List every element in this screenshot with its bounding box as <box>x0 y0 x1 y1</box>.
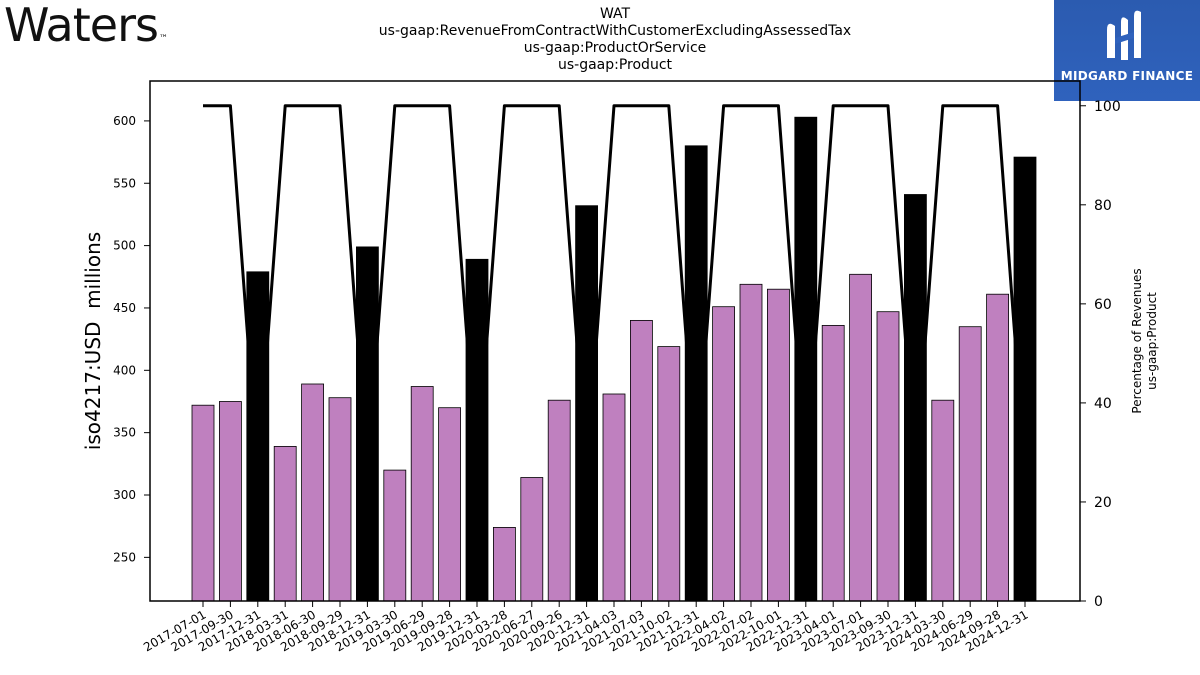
logo-trademark: ™ <box>158 34 168 44</box>
bar-2020-03-28 <box>492 527 516 602</box>
bar-2018-03-31 <box>273 445 297 602</box>
bar-2024-09-28 <box>986 293 1009 602</box>
title-line-3: us-gaap:ProductOrService <box>523 40 707 56</box>
bar-2022-07-02 <box>739 283 763 602</box>
title-line-4: us-gaap:Product <box>557 57 673 73</box>
bar-2024-03-30 <box>931 399 955 602</box>
y2-axis-label-line-1: Percentage of Revenues <box>1130 268 1144 413</box>
y-tick-label-600: 600 <box>113 114 136 128</box>
bar-2021-07-03 <box>630 319 653 602</box>
bar-2024-06-29 <box>958 326 982 602</box>
y-tick-label-450: 450 <box>113 301 136 315</box>
bar-2022-10-01 <box>767 288 790 602</box>
bar-2018-09-29 <box>328 397 352 602</box>
title-line-1: WAT <box>599 6 631 22</box>
bar-2019-03-30 <box>383 469 407 602</box>
bar-2023-09-30 <box>876 311 900 602</box>
bar-2020-06-27 <box>520 477 544 602</box>
title-line-2: us-gaap:RevenueFromContractWithCustomerE… <box>378 23 852 39</box>
y2-tick-label-0: 0 <box>1094 594 1103 610</box>
bar-2023-12-31 <box>904 194 927 602</box>
y2-tick-label-60: 60 <box>1094 297 1112 313</box>
y-tick-label-400: 400 <box>113 363 136 377</box>
bar-2023-04-01 <box>821 324 845 602</box>
logo-text: Waters <box>4 0 159 52</box>
chart-title-block: WAT us-gaap:RevenueFromContractWithCusto… <box>365 6 865 74</box>
y-tick-label-350: 350 <box>113 426 136 440</box>
y-tick-label-300: 300 <box>113 488 136 502</box>
bar-2021-04-03 <box>602 393 626 602</box>
bar-2020-12-31 <box>575 205 598 602</box>
bar-2018-06-30 <box>301 383 325 602</box>
bar-2020-09-26 <box>547 399 571 602</box>
bar-2017-09-30 <box>218 401 242 602</box>
y2-tick-label-40: 40 <box>1094 396 1112 412</box>
midgard-logo-icon <box>1107 10 1141 60</box>
y2-axis-label-line-2: us-gaap:Product <box>1145 292 1159 390</box>
y2-tick-label-20: 20 <box>1094 495 1112 511</box>
bar-2018-12-31 <box>355 246 379 602</box>
bar-2017-12-31 <box>246 271 270 602</box>
bar-2017-07-01 <box>191 404 215 602</box>
percentage-line <box>203 104 1027 474</box>
y-axis-label: iso4217:USD millions <box>81 232 105 450</box>
bar-2019-06-29 <box>410 386 434 602</box>
midgard-finance-badge: MIDGARD FINANCE <box>1054 0 1200 101</box>
waters-logo: Waters™ <box>4 0 168 52</box>
y2-tick-label-100: 100 <box>1094 99 1121 115</box>
y-tick-label-550: 550 <box>113 176 136 190</box>
plot-frame <box>149 80 1081 602</box>
bar-2022-04-02 <box>712 306 735 602</box>
bar-2019-09-28 <box>438 407 462 602</box>
badge-text: MIDGARD FINANCE <box>1060 69 1194 83</box>
bar-2023-07-01 <box>849 273 872 602</box>
bar-2019-12-31 <box>465 258 489 602</box>
y2-tick-label-80: 80 <box>1094 198 1112 214</box>
y-tick-label-250: 250 <box>113 550 136 564</box>
y-tick-label-500: 500 <box>113 239 136 253</box>
bar-2021-10-02 <box>657 346 681 602</box>
